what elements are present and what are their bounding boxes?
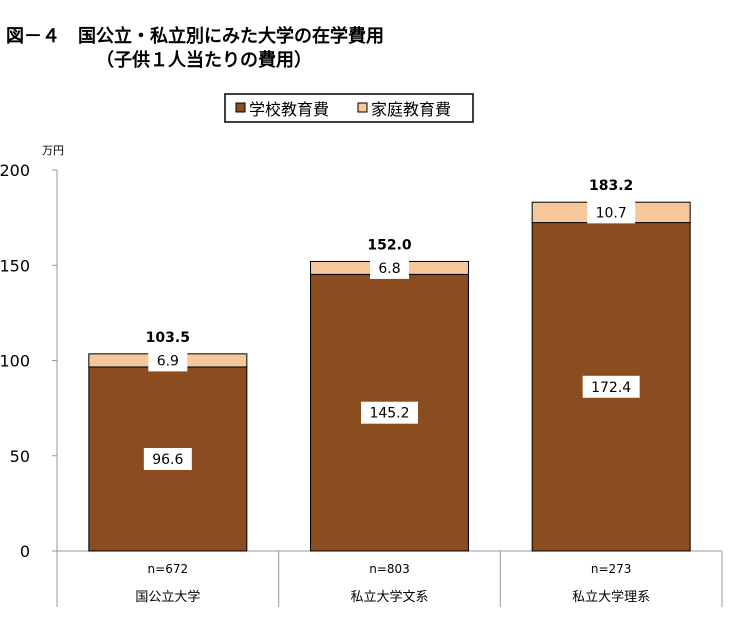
data-label-bg <box>361 401 418 424</box>
y-axis-unit: 万円 <box>42 144 64 157</box>
data-label: 145.2 <box>369 406 409 422</box>
chart-title: 図－４ 国公立・私立別にみた大学の在学費用 <box>6 26 384 47</box>
sample-size-label: n=803 <box>369 562 410 576</box>
data-label-bg <box>587 201 636 224</box>
data-label-bg <box>582 375 640 398</box>
y-tick-label: 50 <box>10 447 30 466</box>
total-label: 183.2 <box>589 178 633 194</box>
y-tick-label: 150 <box>0 256 30 275</box>
y-tick-label: 0 <box>20 542 30 561</box>
x-tick-label: 国公立大学 <box>135 589 200 605</box>
data-label-bg <box>143 447 192 470</box>
data-label: 96.6 <box>152 452 183 468</box>
data-label: 6.9 <box>157 353 179 369</box>
data-label: 10.7 <box>596 205 627 221</box>
total-label: 103.5 <box>146 330 190 346</box>
data-label: 172.4 <box>591 380 631 396</box>
legend-label: 家庭教育費 <box>371 100 451 119</box>
legend-swatch <box>235 102 246 113</box>
legend-box <box>224 93 474 123</box>
sample-size-label: n=672 <box>148 562 189 576</box>
data-label-bg <box>370 256 409 279</box>
y-tick-label: 100 <box>0 352 30 371</box>
x-tick-label: 私立大学理系 <box>572 589 650 605</box>
chart-subtitle: （子供１人当たりの費用） <box>96 50 312 71</box>
y-tick-label: 200 <box>0 161 30 180</box>
legend-swatch <box>357 102 368 113</box>
data-label-bg <box>148 349 188 372</box>
data-label: 6.8 <box>378 261 400 277</box>
x-tick-label: 私立大学文系 <box>350 589 428 605</box>
total-label: 152.0 <box>367 237 412 253</box>
legend-label: 学校教育費 <box>249 100 329 119</box>
sample-size-label: n=273 <box>591 562 632 576</box>
